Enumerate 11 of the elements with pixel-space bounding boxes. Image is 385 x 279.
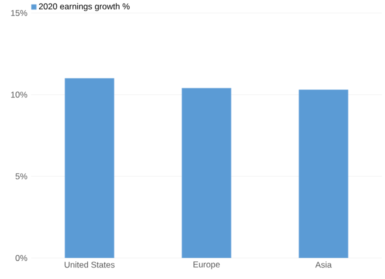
y-tick-label: 10% — [11, 92, 28, 98]
legend-label: 2020 earnings growth % — [39, 3, 130, 12]
bar — [182, 88, 232, 258]
bar — [298, 90, 348, 258]
y-tick-label: 0% — [16, 255, 28, 261]
bar — [64, 78, 114, 258]
x-tick-label: Europe — [194, 262, 220, 270]
x-tick-label: Asia — [315, 262, 332, 268]
y-tick-label: 5% — [16, 173, 28, 180]
y-tick-label: 15% — [11, 10, 28, 16]
x-tick-label: United States — [64, 262, 115, 268]
